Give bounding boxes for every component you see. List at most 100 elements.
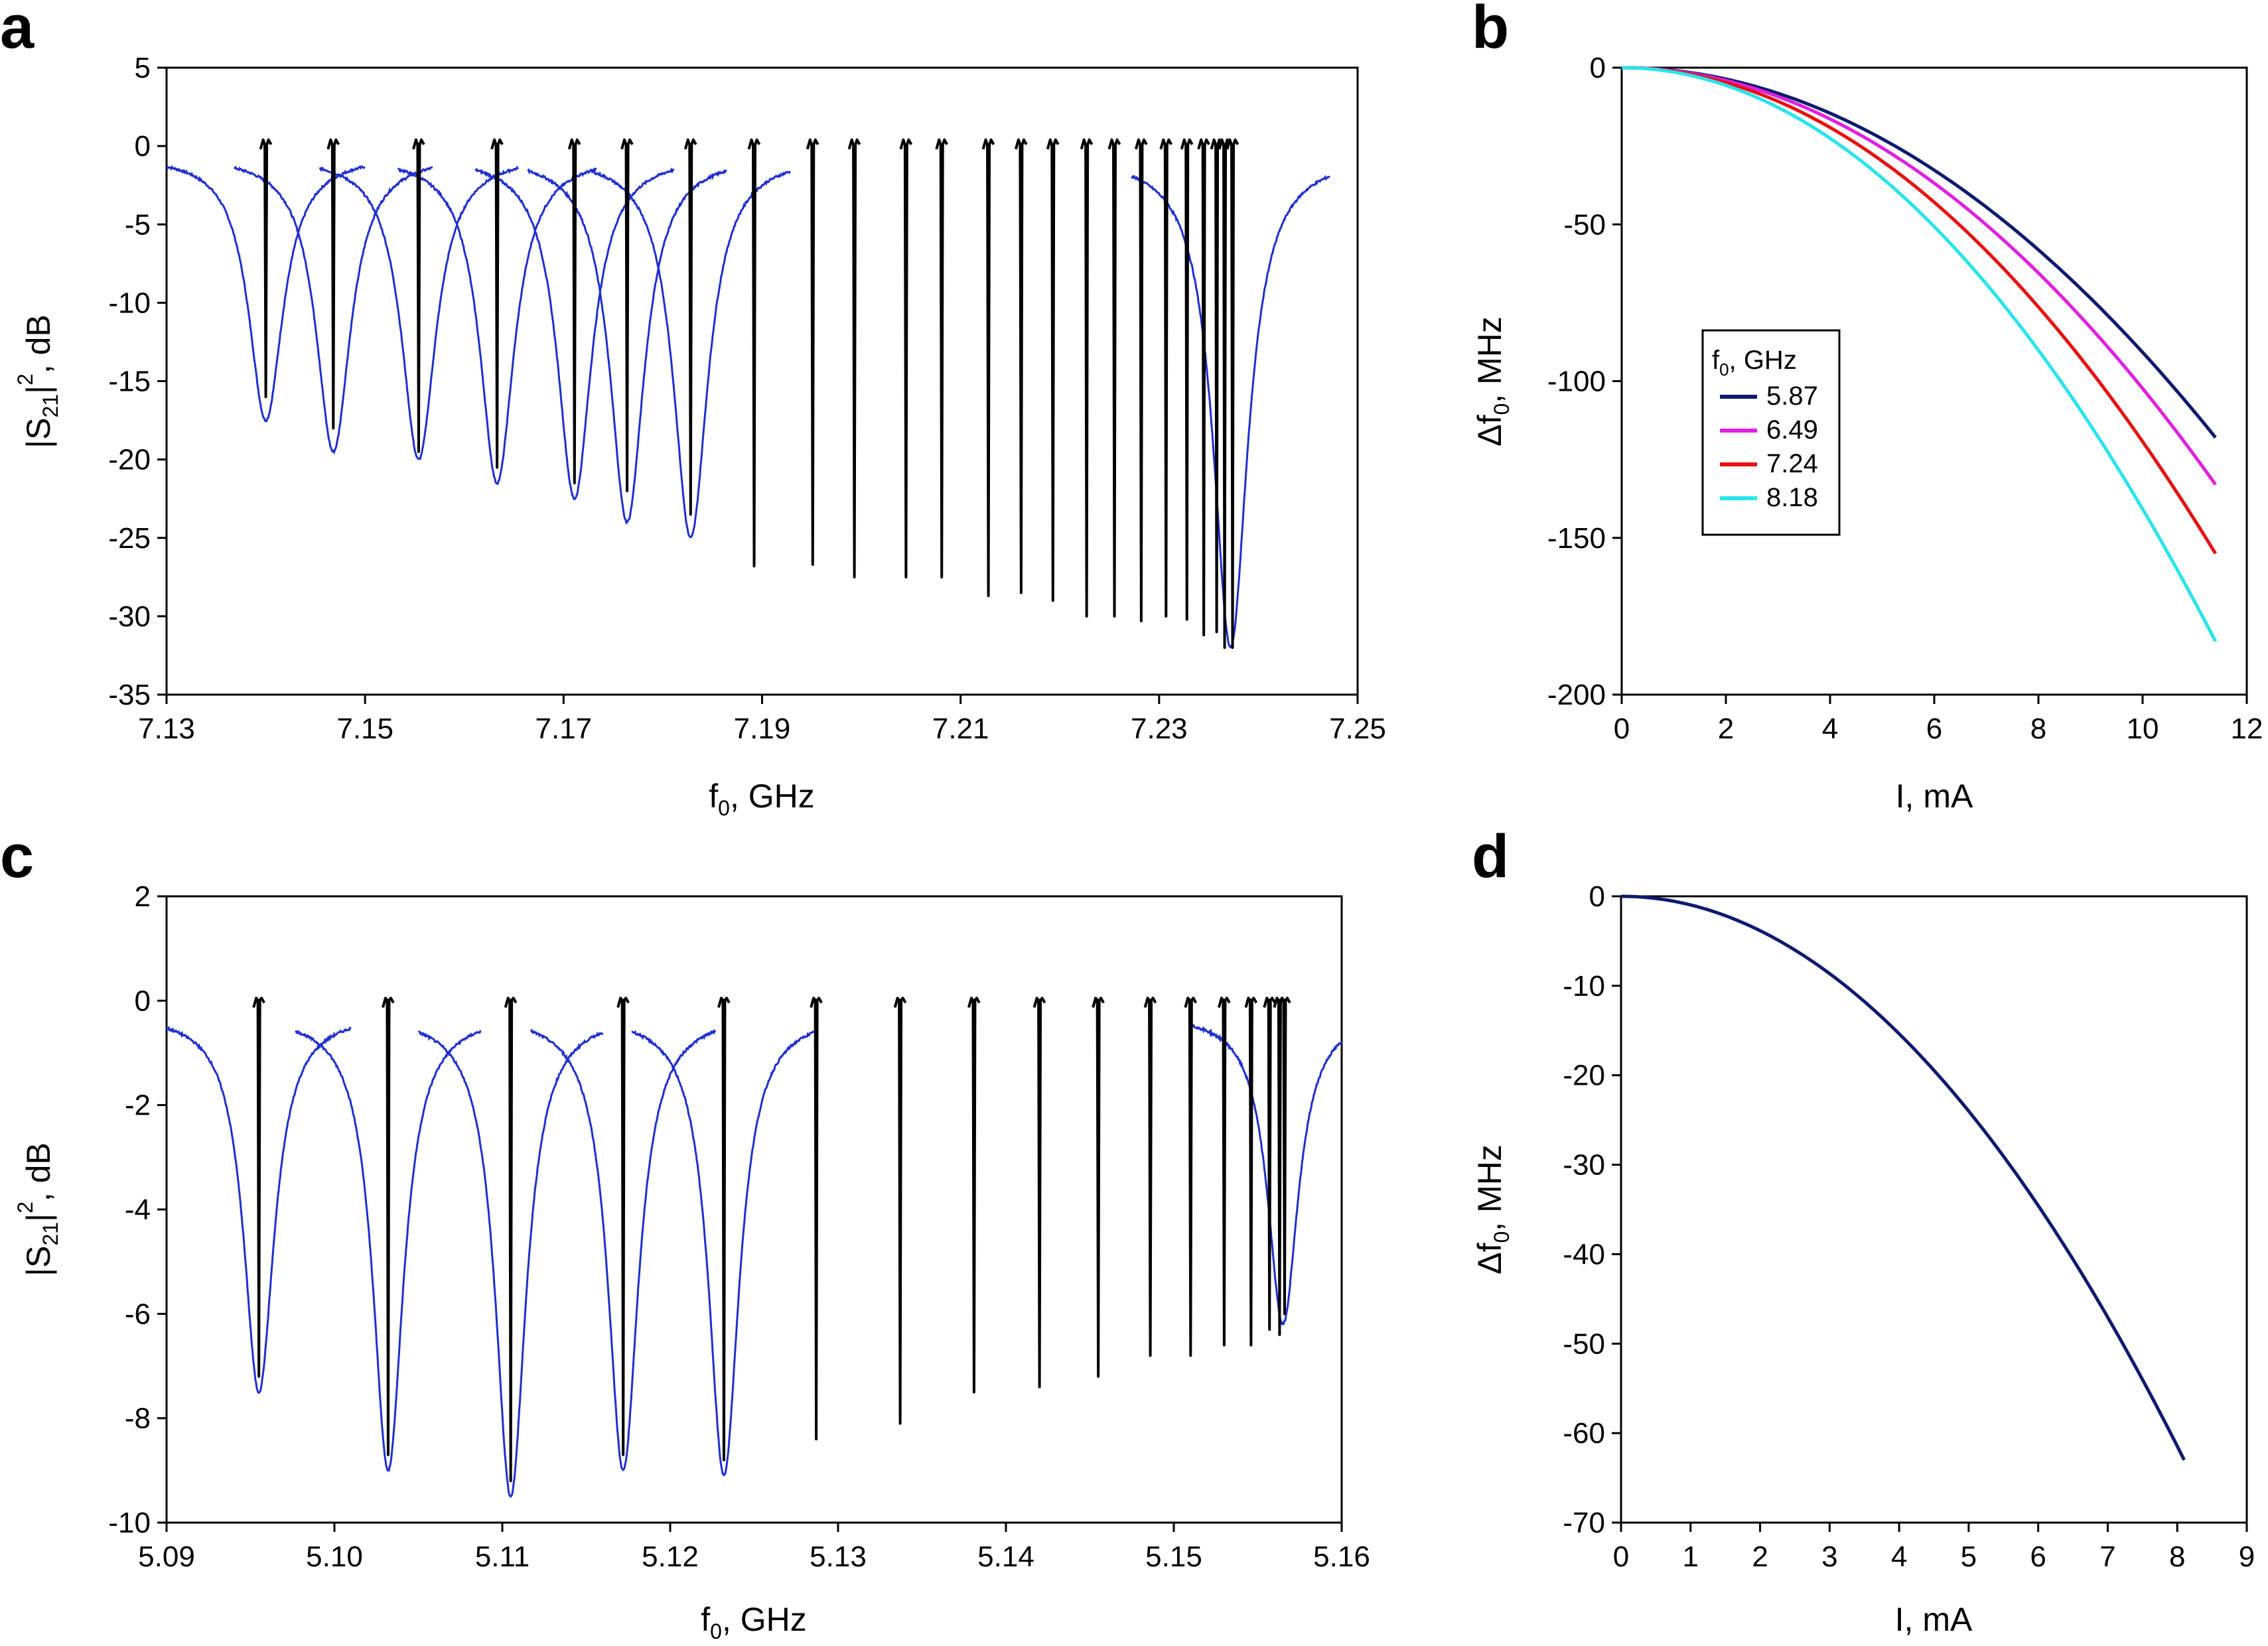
black-resonance-dip: [1159, 138, 1173, 618]
panel-a-y-ticks: 5 0 -5 -10 -15 -20 -25 -30 -35: [108, 52, 167, 711]
panel-b-plot-area: [1621, 66, 2218, 642]
black-resonance-dip: [1143, 996, 1157, 1357]
black-resonance-dip: [893, 996, 907, 1425]
x-tick-label: 5: [1961, 1541, 1977, 1573]
x-tick-label: 7: [2099, 1541, 2115, 1573]
y-tick-label: -5: [125, 208, 151, 241]
x-tick-label: 5.11: [475, 1541, 530, 1573]
y-tick-label: -10: [108, 1507, 151, 1539]
x-tick-label: 12: [2231, 713, 2263, 745]
black-resonance-dip: [252, 996, 265, 1378]
black-resonance-dip: [1180, 138, 1194, 621]
y-tick-label: -200: [1547, 679, 1606, 711]
black-resonance-dip: [504, 996, 518, 1483]
panel-c-y-label: |S21|2, dB: [13, 1142, 62, 1276]
y-tick-label: 2: [135, 880, 151, 913]
panel-d-y-label: Δf0, MHz: [1471, 1144, 1514, 1274]
y-tick-label: -35: [108, 679, 151, 711]
black-resonance-dip: [490, 138, 504, 469]
blue-resonance-curve: [295, 1030, 482, 1473]
x-tick-label: 8: [2030, 713, 2046, 745]
x-tick-label: 2: [1752, 1541, 1768, 1573]
panel-a-x-ticks: 7.13 7.15 7.17 7.19 7.21 7.23 7.25: [138, 695, 1386, 745]
x-tick-label: 4: [1891, 1541, 1907, 1573]
panel-b: 0 2 4 6 8 10 12 0 -50 -100 -150 -200 f0, GHz 5.87 6…: [1471, 52, 2263, 815]
black-resonance-dip: [620, 138, 634, 492]
y-tick-label: -30: [1563, 1149, 1605, 1182]
x-tick-label: 2: [1718, 713, 1734, 745]
blue-resonance-curve: [527, 168, 727, 525]
legend-entry: 8.18: [1766, 483, 1818, 512]
x-tick-label: 0: [1613, 1541, 1629, 1573]
x-tick-label: 5.12: [642, 1541, 699, 1573]
x-tick-label: 5.09: [138, 1541, 195, 1573]
blue-resonance-curve: [474, 167, 675, 500]
x-tick-label: 7.19: [734, 713, 791, 745]
y-tick-label: -60: [1563, 1417, 1605, 1450]
legend-entry: 6.49: [1766, 415, 1818, 445]
black-resonance-dip: [1032, 996, 1046, 1389]
black-resonance-dip: [259, 138, 273, 399]
x-tick-label: 0: [1614, 713, 1630, 745]
panel-c: 5.09 5.10 5.11 5.12 5.13 5.14 5.15 5.16 2 0 -2 -4 -…: [13, 880, 1370, 1643]
tuning-curve-5.87: [1620, 894, 2186, 1461]
panel-c-x-label: f0, GHz: [701, 1601, 807, 1643]
panel-b-legend: f0, GHz 5.87 6.49 7.24 8.18: [1701, 329, 1841, 536]
x-tick-label: 7.17: [535, 713, 593, 745]
legend-title: f0, GHz: [1712, 346, 1797, 379]
x-tick-label: 7.13: [138, 713, 195, 745]
blue-resonance-curve: [417, 1030, 604, 1498]
black-resonance-dip: [1092, 996, 1105, 1378]
y-tick-label: -25: [108, 522, 151, 555]
black-resonance-dip: [326, 138, 340, 430]
black-resonance-dip: [847, 138, 861, 579]
black-resonance-dip: [981, 138, 995, 598]
black-resonance-dip: [1107, 138, 1121, 618]
blue-resonance-curve: [319, 165, 519, 460]
y-tick-label: -15: [108, 366, 151, 398]
panel-letter-c: c: [0, 823, 34, 890]
x-tick-label: 6: [1926, 713, 1942, 745]
y-tick-label: -100: [1547, 366, 1606, 398]
black-resonance-dip: [1263, 996, 1276, 1331]
panel-c-plot-area: [165, 996, 1343, 1498]
y-tick-label: -30: [108, 600, 151, 633]
x-tick-label: 6: [2030, 1541, 2046, 1573]
legend-items: 5.87 6.49 7.24 8.18: [1720, 381, 1818, 512]
black-resonance-dip: [1197, 138, 1210, 637]
blue-resonance-curve: [530, 1028, 717, 1472]
y-tick-label: -40: [1563, 1238, 1605, 1270]
x-tick-label: 8: [2169, 1541, 2185, 1573]
panel-d-y-ticks: 0 -10 -20 -30 -40 -50 -60 -70: [1563, 880, 1621, 1539]
blue-resonance-curve: [631, 1030, 817, 1477]
panel-c-y-ticks: 2 0 -2 -4 -6 -8 -10: [108, 880, 167, 1539]
black-resonance-dip: [1134, 138, 1148, 622]
y-tick-label: -10: [108, 287, 151, 319]
panel-letter-b: b: [1472, 0, 1509, 61]
black-resonance-dip: [1226, 138, 1240, 650]
x-tick-label: 7.21: [932, 713, 989, 745]
y-tick-label: 0: [135, 130, 151, 163]
y-tick-label: -8: [125, 1403, 151, 1435]
y-tick-label: -2: [125, 1089, 151, 1122]
y-tick-label: -10: [1563, 970, 1605, 1002]
black-resonance-dip: [806, 138, 819, 566]
black-resonance-dip: [1080, 138, 1094, 618]
x-tick-label: 9: [2239, 1541, 2255, 1573]
panel-a: 7.13 7.15 7.17 7.19 7.21 7.23 7.25 5 0 -5 -10 -15 -…: [13, 52, 1386, 820]
y-tick-label: -4: [125, 1194, 151, 1226]
x-tick-label: 4: [1822, 713, 1838, 745]
panel-c-x-ticks: 5.09 5.10 5.11 5.12 5.13 5.14 5.15 5.16: [138, 1523, 1370, 1573]
black-resonance-dip: [412, 138, 425, 453]
panel-c-frame: [165, 895, 1343, 1524]
panel-d-plot-area: [1620, 894, 2186, 1461]
black-resonance-dip: [1184, 996, 1198, 1357]
x-tick-label: 5.13: [810, 1541, 867, 1573]
black-resonance-dip: [567, 138, 581, 485]
blue-resonance-curve: [397, 167, 597, 485]
panel-a-x-label: f0, GHz: [709, 778, 815, 820]
panel-b-y-ticks: 0 -50 -100 -150 -200: [1547, 52, 1622, 711]
x-tick-label: 1: [1683, 1541, 1699, 1573]
